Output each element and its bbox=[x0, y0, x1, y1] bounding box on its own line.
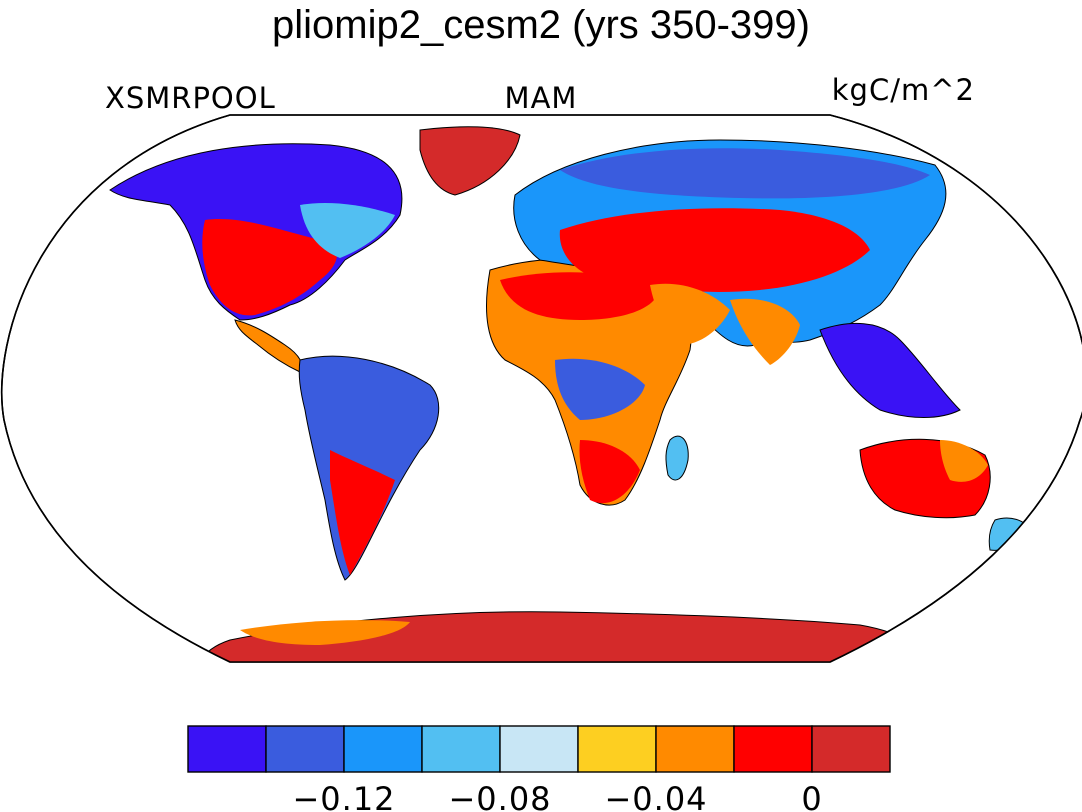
units-label: kgC/m^2 bbox=[832, 73, 975, 107]
australia-east bbox=[940, 440, 988, 482]
arabia bbox=[650, 283, 730, 345]
colorbar bbox=[187, 725, 891, 773]
eurasia-central bbox=[559, 208, 870, 292]
colorbar-swatch bbox=[343, 725, 423, 773]
land-fill bbox=[109, 126, 1031, 662]
colorbar-swatch bbox=[733, 725, 813, 773]
southeast-asia bbox=[819, 322, 961, 418]
variable-label: XSMRPOOL bbox=[105, 81, 276, 115]
south-america-south bbox=[330, 450, 395, 575]
antarctic-peninsula bbox=[240, 620, 410, 645]
colorbar-tick-label: −0.04 bbox=[604, 780, 707, 812]
india bbox=[730, 298, 800, 365]
world-map bbox=[1, 114, 1082, 663]
globe-border bbox=[1, 114, 1082, 663]
africa-south bbox=[579, 440, 640, 504]
colorbar-swatch bbox=[265, 725, 345, 773]
madagascar bbox=[665, 435, 689, 481]
colorbar-tick-label: 0 bbox=[801, 780, 822, 812]
colorbar-ticks: −0.12 −0.08 −0.04 0 bbox=[292, 780, 822, 812]
colorbar-swatch bbox=[187, 725, 267, 773]
africa-central bbox=[555, 358, 645, 420]
season-label: MAM bbox=[505, 81, 578, 115]
colorbar-tick-label: −0.12 bbox=[292, 780, 395, 812]
colorbar-swatch bbox=[577, 725, 657, 773]
north-america-south bbox=[202, 219, 337, 316]
colorbar-swatch bbox=[655, 725, 735, 773]
colorbar-tick-label: −0.08 bbox=[448, 780, 551, 812]
greenland bbox=[419, 126, 521, 196]
africa-north bbox=[500, 272, 660, 320]
colorbar-swatch bbox=[811, 725, 891, 773]
colorbar-swatch bbox=[421, 725, 501, 773]
colorbar-swatch bbox=[499, 725, 579, 773]
north-america-east bbox=[300, 203, 395, 258]
map-title: pliomip2_cesm2 (yrs 350-399) bbox=[272, 3, 810, 47]
eurasia-north bbox=[560, 148, 930, 199]
